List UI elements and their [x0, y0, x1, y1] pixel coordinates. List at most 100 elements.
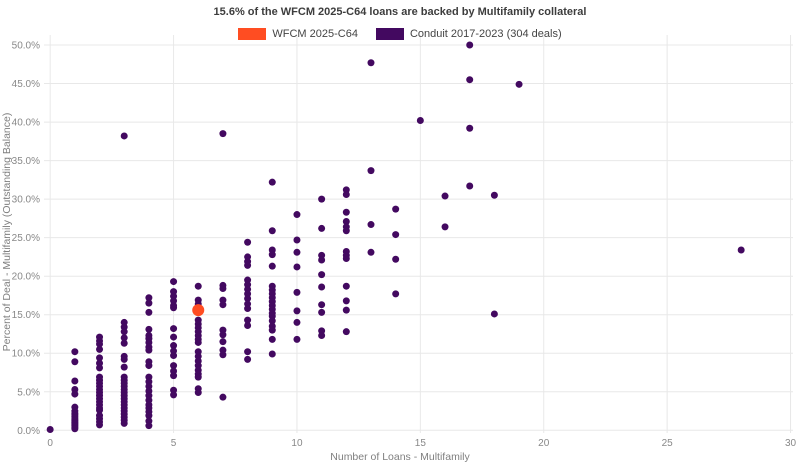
- conduit-data-point[interactable]: [194, 373, 202, 381]
- conduit-data-point[interactable]: [46, 426, 54, 434]
- conduit-data-point[interactable]: [244, 238, 252, 246]
- conduit-data-point[interactable]: [342, 208, 350, 216]
- conduit-data-point[interactable]: [318, 224, 326, 232]
- conduit-data-point[interactable]: [170, 372, 178, 380]
- conduit-data-point[interactable]: [490, 310, 498, 318]
- conduit-data-point[interactable]: [342, 297, 350, 305]
- conduit-data-point[interactable]: [170, 352, 178, 360]
- conduit-data-point[interactable]: [244, 295, 252, 303]
- conduit-data-point[interactable]: [318, 195, 326, 203]
- conduit-data-point[interactable]: [170, 304, 178, 312]
- conduit-data-point[interactable]: [466, 41, 474, 49]
- conduit-data-point[interactable]: [71, 377, 79, 385]
- conduit-data-point[interactable]: [392, 290, 400, 298]
- conduit-data-point[interactable]: [293, 236, 301, 244]
- conduit-data-point[interactable]: [293, 307, 301, 315]
- conduit-data-point[interactable]: [96, 406, 104, 414]
- conduit-data-point[interactable]: [293, 335, 301, 343]
- conduit-data-point[interactable]: [342, 227, 350, 235]
- conduit-data-point[interactable]: [466, 76, 474, 84]
- conduit-data-point[interactable]: [268, 350, 276, 358]
- conduit-data-point[interactable]: [466, 124, 474, 132]
- conduit-data-point[interactable]: [170, 278, 178, 286]
- legend-item-wfcm[interactable]: WFCM 2025-C64: [238, 28, 358, 40]
- conduit-data-point[interactable]: [145, 422, 153, 430]
- conduit-data-point[interactable]: [244, 305, 252, 313]
- conduit-data-point[interactable]: [145, 325, 153, 333]
- conduit-data-point[interactable]: [194, 338, 202, 346]
- conduit-data-point[interactable]: [244, 316, 252, 324]
- conduit-data-point[interactable]: [268, 262, 276, 270]
- conduit-data-point[interactable]: [293, 318, 301, 326]
- conduit-data-point[interactable]: [342, 282, 350, 290]
- conduit-data-point[interactable]: [392, 255, 400, 263]
- legend-item-conduit[interactable]: Conduit 2017-2023 (304 deals): [375, 28, 562, 40]
- conduit-data-point[interactable]: [367, 221, 375, 229]
- conduit-data-point[interactable]: [268, 317, 276, 325]
- conduit-data-point[interactable]: [219, 301, 227, 309]
- conduit-data-point[interactable]: [367, 167, 375, 175]
- conduit-data-point[interactable]: [219, 393, 227, 401]
- conduit-data-point[interactable]: [318, 308, 326, 316]
- conduit-data-point[interactable]: [170, 333, 178, 341]
- conduit-data-point[interactable]: [367, 59, 375, 67]
- conduit-data-point[interactable]: [466, 182, 474, 190]
- conduit-data-point[interactable]: [145, 294, 153, 302]
- conduit-data-point[interactable]: [120, 363, 128, 371]
- conduit-data-point[interactable]: [170, 362, 178, 370]
- conduit-data-point[interactable]: [96, 354, 104, 362]
- conduit-data-point[interactable]: [268, 326, 276, 334]
- conduit-data-point[interactable]: [293, 248, 301, 256]
- conduit-data-point[interactable]: [342, 217, 350, 225]
- conduit-data-point[interactable]: [170, 342, 178, 350]
- conduit-data-point[interactable]: [244, 355, 252, 363]
- conduit-data-point[interactable]: [96, 421, 104, 429]
- conduit-data-point[interactable]: [342, 254, 350, 262]
- conduit-data-point[interactable]: [219, 351, 227, 359]
- conduit-data-point[interactable]: [268, 335, 276, 343]
- conduit-data-point[interactable]: [441, 223, 449, 231]
- conduit-data-point[interactable]: [244, 348, 252, 356]
- conduit-data-point[interactable]: [441, 192, 449, 200]
- conduit-data-point[interactable]: [318, 283, 326, 291]
- conduit-data-point[interactable]: [244, 261, 252, 269]
- conduit-data-point[interactable]: [145, 346, 153, 354]
- conduit-data-point[interactable]: [120, 339, 128, 347]
- conduit-data-point[interactable]: [293, 263, 301, 271]
- conduit-data-point[interactable]: [515, 80, 523, 88]
- conduit-data-point[interactable]: [293, 211, 301, 219]
- conduit-data-point[interactable]: [194, 389, 202, 397]
- conduit-data-point[interactable]: [342, 328, 350, 336]
- conduit-data-point[interactable]: [342, 191, 350, 199]
- conduit-data-point[interactable]: [318, 301, 326, 309]
- wfcm-data-point[interactable]: [192, 304, 205, 317]
- conduit-data-point[interactable]: [194, 282, 202, 290]
- conduit-data-point[interactable]: [71, 390, 79, 398]
- conduit-data-point[interactable]: [120, 132, 128, 140]
- conduit-data-point[interactable]: [318, 271, 326, 279]
- conduit-data-point[interactable]: [244, 322, 252, 330]
- conduit-data-point[interactable]: [490, 191, 498, 199]
- conduit-data-point[interactable]: [96, 340, 104, 348]
- conduit-data-point[interactable]: [367, 248, 375, 256]
- conduit-data-point[interactable]: [268, 178, 276, 186]
- conduit-data-point[interactable]: [293, 288, 301, 296]
- conduit-data-point[interactable]: [219, 285, 227, 293]
- conduit-data-point[interactable]: [120, 355, 128, 363]
- conduit-data-point[interactable]: [392, 231, 400, 239]
- conduit-data-point[interactable]: [170, 325, 178, 333]
- conduit-data-point[interactable]: [268, 251, 276, 259]
- conduit-data-point[interactable]: [318, 332, 326, 340]
- conduit-data-point[interactable]: [145, 308, 153, 316]
- conduit-data-point[interactable]: [170, 391, 178, 399]
- conduit-data-point[interactable]: [318, 256, 326, 264]
- conduit-data-point[interactable]: [219, 130, 227, 138]
- conduit-data-point[interactable]: [145, 362, 153, 370]
- conduit-data-point[interactable]: [71, 358, 79, 366]
- conduit-data-point[interactable]: [71, 425, 79, 433]
- conduit-data-point[interactable]: [71, 348, 79, 356]
- conduit-data-point[interactable]: [145, 299, 153, 307]
- conduit-data-point[interactable]: [219, 338, 227, 346]
- conduit-data-point[interactable]: [268, 227, 276, 235]
